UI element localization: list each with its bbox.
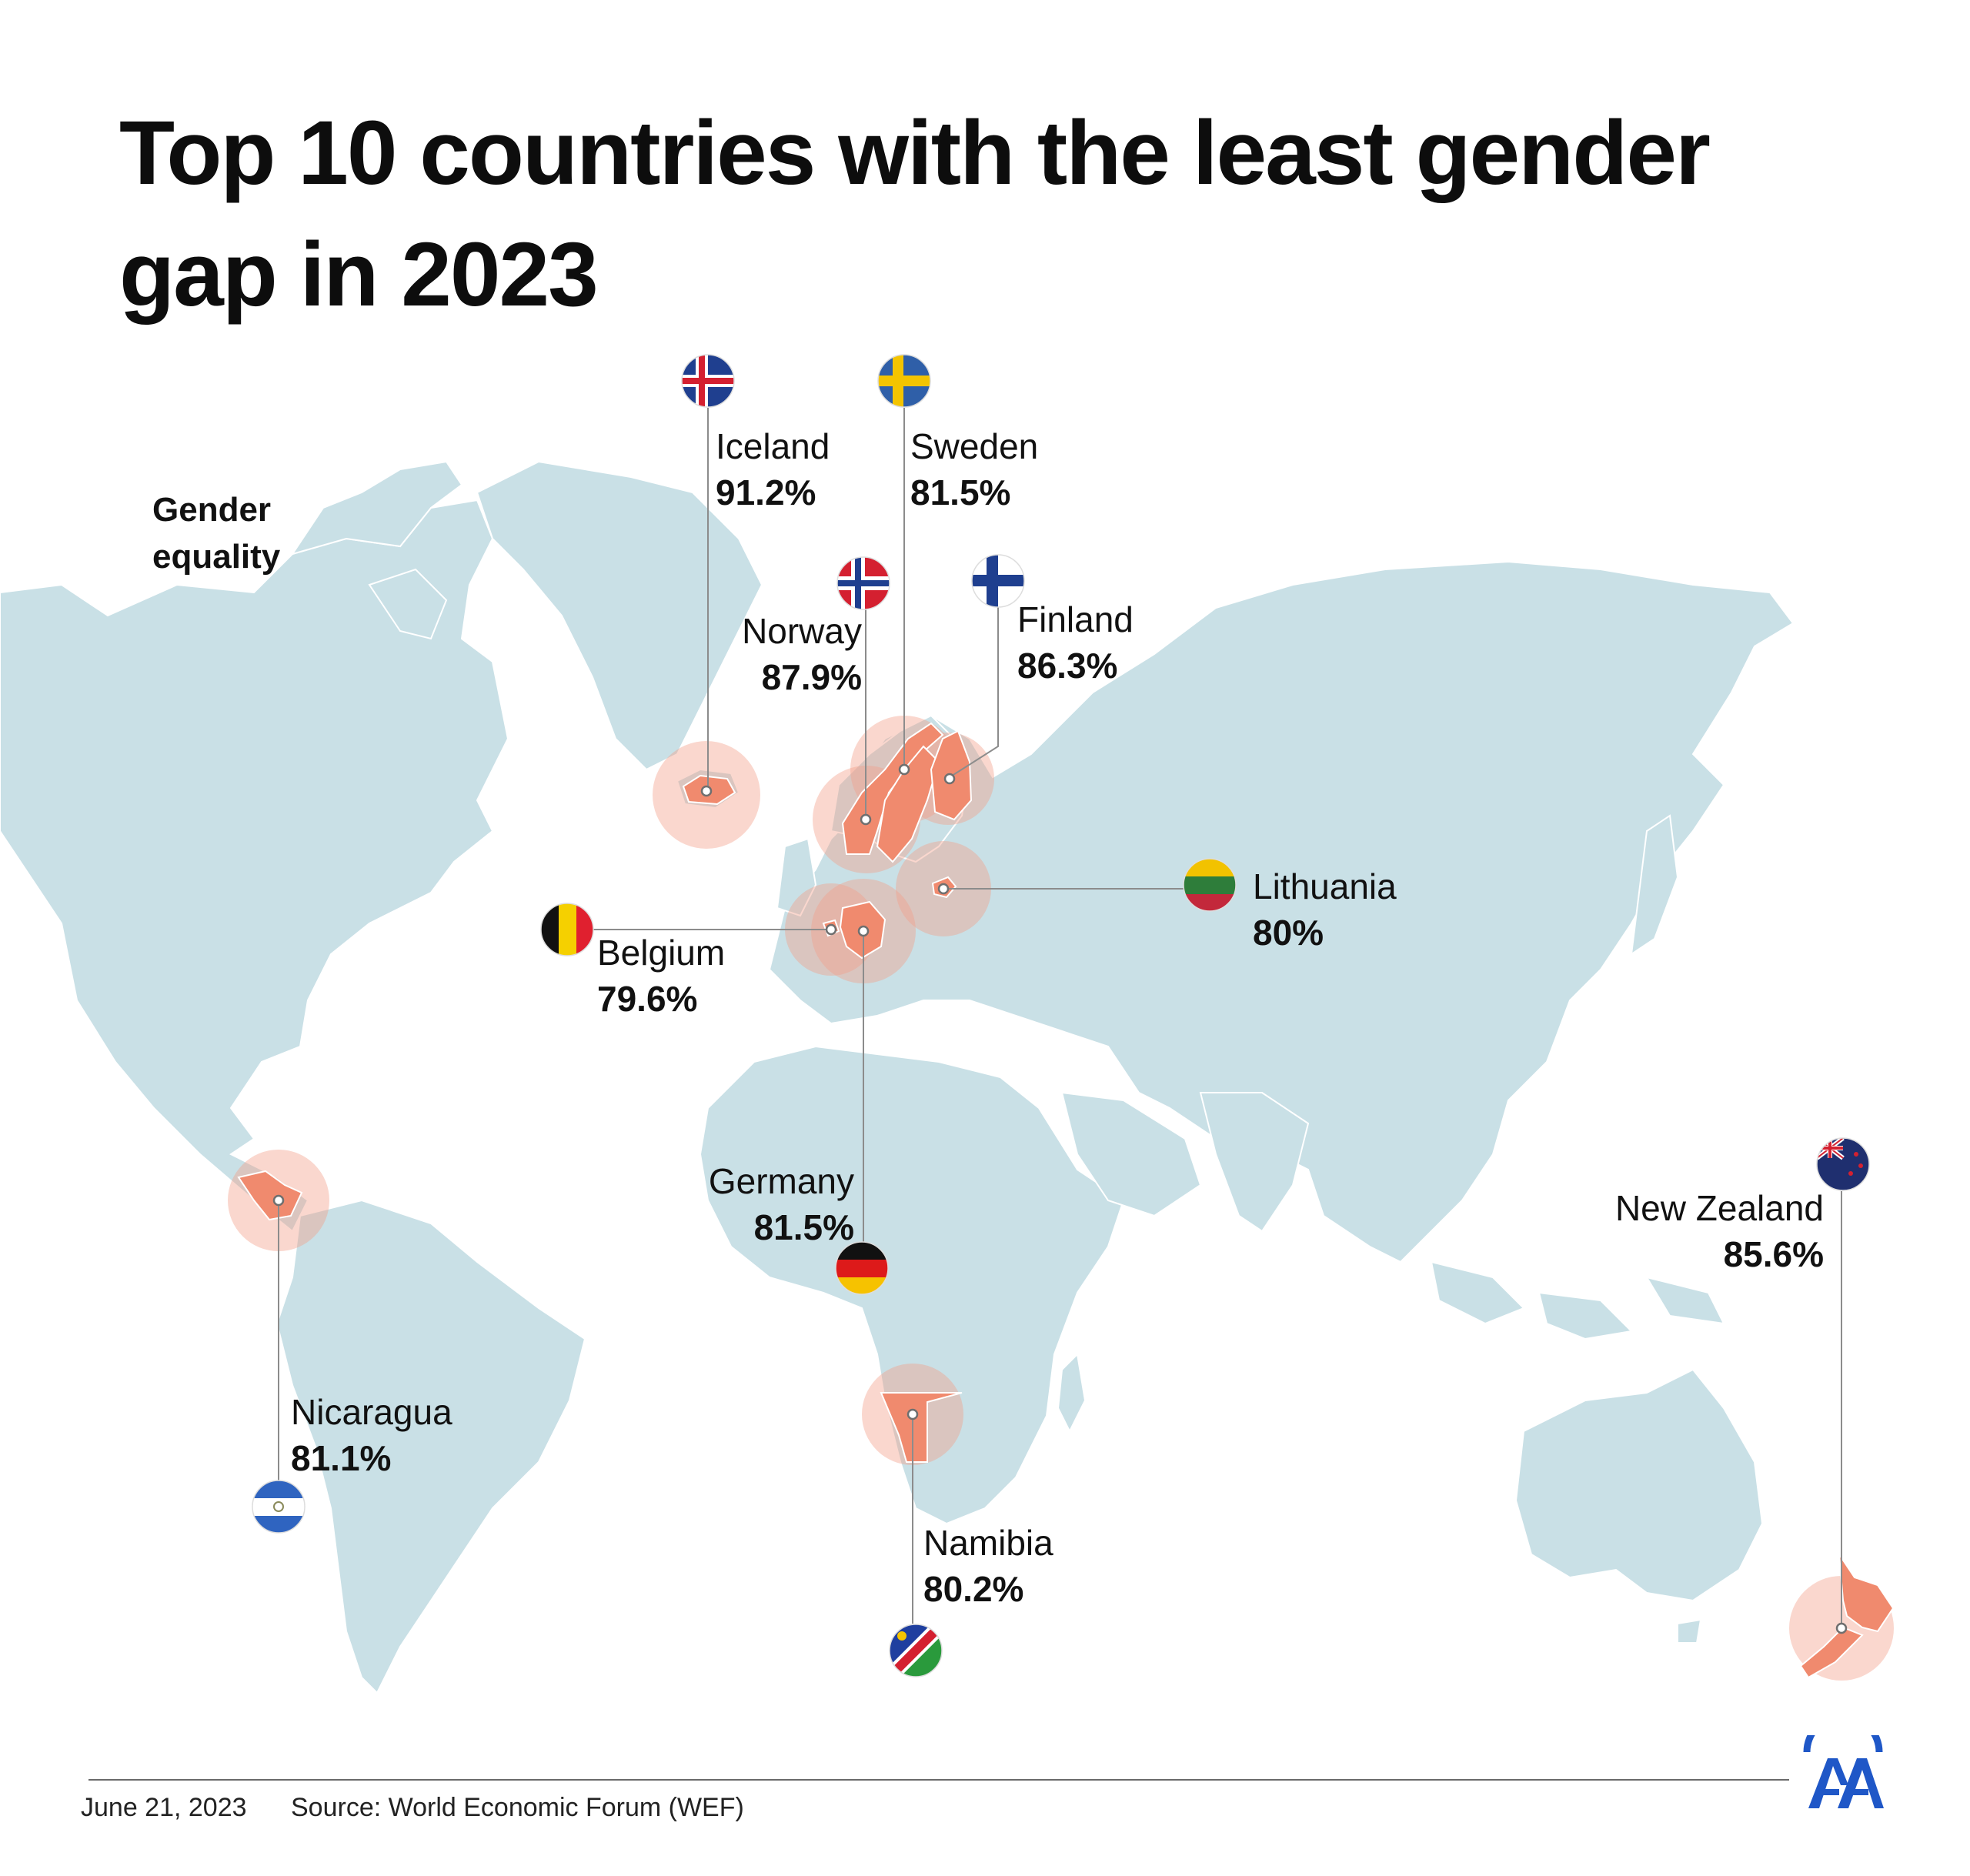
country-namibia: [880, 1392, 963, 1463]
country-new-zealand: [1799, 1554, 1895, 1679]
country-value: 81.5%: [910, 472, 1011, 512]
dot-germany: [857, 925, 870, 937]
country-name: Norway: [742, 611, 862, 651]
footer-source: Source: World Economic Forum (WEF): [291, 1793, 744, 1822]
country-name: Sweden: [910, 426, 1039, 466]
country-value: 87.9%: [761, 657, 862, 697]
dot-namibia: [907, 1408, 919, 1420]
lithuania-flag-icon: [1184, 859, 1236, 911]
new-zealand-flag-icon: [1817, 1138, 1869, 1190]
norway-flag-icon: [837, 557, 890, 609]
country-name: Nicaragua: [291, 1392, 452, 1432]
country-name: Lithuania: [1253, 866, 1397, 906]
label-namibia: Namibia 80.2%: [923, 1520, 1053, 1612]
country-nicaragua: [237, 1170, 303, 1221]
leader-lines: [278, 408, 1842, 1628]
label-finland: Finland 86.3%: [1017, 596, 1134, 689]
footer-divider: [88, 1779, 1789, 1781]
country-value: 81.1%: [291, 1438, 392, 1478]
dot-finland: [943, 773, 956, 785]
country-value: 86.3%: [1017, 646, 1118, 686]
dot-sweden: [898, 763, 910, 776]
anadolu-agency-logo-icon: [1803, 1735, 1884, 1808]
country-value: 91.2%: [716, 472, 816, 512]
country-name: Finland: [1017, 599, 1134, 639]
label-norway: Norway 87.9%: [693, 608, 862, 700]
footer-date: June 21, 2023: [81, 1793, 247, 1822]
finland-flag-icon: [972, 555, 1024, 607]
label-belgium: Belgium 79.6%: [597, 930, 725, 1022]
highlighted-countries: [237, 722, 1895, 1679]
dot-iceland: [700, 785, 713, 797]
country-name: Germany: [708, 1161, 854, 1201]
label-germany: Germany 81.5%: [654, 1158, 854, 1250]
germany-flag-icon: [836, 1242, 888, 1294]
belgium-flag-icon: [541, 903, 593, 956]
dot-new-zealand: [1835, 1622, 1848, 1634]
label-lithuania: Lithuania 80%: [1253, 863, 1397, 956]
page-title: Top 10 countries with the least gender g…: [119, 102, 1711, 325]
dot-belgium: [825, 923, 837, 936]
country-name: New Zealand: [1614, 1188, 1824, 1228]
anchor-dots: [272, 763, 1848, 1634]
label-sweden: Sweden 81.5%: [910, 423, 1038, 516]
landmasses: [0, 460, 1795, 1694]
namibia-flag-icon: [890, 1624, 942, 1677]
iceland-flag-icon: [682, 355, 734, 407]
country-value: 85.6%: [1723, 1234, 1824, 1274]
country-value: 81.5%: [753, 1207, 854, 1247]
country-value: 80%: [1253, 913, 1324, 953]
dot-lithuania: [937, 883, 950, 895]
nicaragua-flag-icon: [252, 1480, 305, 1533]
label-iceland: Iceland 91.2%: [716, 423, 830, 516]
label-nicaragua: Nicaragua 81.1%: [291, 1389, 452, 1481]
country-name: Belgium: [597, 933, 726, 973]
legend-line: Gender: [152, 491, 272, 529]
leader-finland: [949, 593, 999, 778]
country-value: 79.6%: [597, 979, 698, 1019]
sweden-flag-icon: [878, 355, 930, 407]
legend-line: equality: [152, 538, 281, 576]
country-name: Iceland: [716, 426, 830, 466]
dot-norway: [860, 813, 872, 826]
label-new-zealand: New Zealand 85.6%: [1578, 1185, 1824, 1277]
country-name: Namibia: [923, 1523, 1053, 1563]
country-value: 80.2%: [923, 1569, 1024, 1609]
dot-nicaragua: [272, 1194, 285, 1207]
